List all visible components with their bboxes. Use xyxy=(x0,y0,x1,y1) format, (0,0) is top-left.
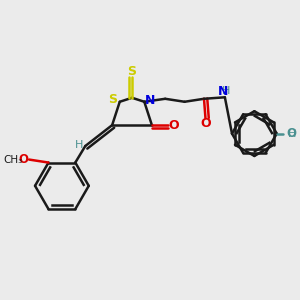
Text: H: H xyxy=(74,140,83,149)
Text: O: O xyxy=(19,153,29,166)
Text: N: N xyxy=(145,94,155,107)
Text: N: N xyxy=(218,85,229,98)
Text: CH₃: CH₃ xyxy=(3,154,22,165)
Text: O: O xyxy=(200,117,211,130)
Text: H: H xyxy=(222,86,231,96)
Text: O: O xyxy=(168,118,179,132)
Text: O: O xyxy=(286,127,296,140)
Text: S: S xyxy=(128,65,136,78)
Text: H: H xyxy=(287,129,296,139)
Text: S: S xyxy=(108,93,117,106)
